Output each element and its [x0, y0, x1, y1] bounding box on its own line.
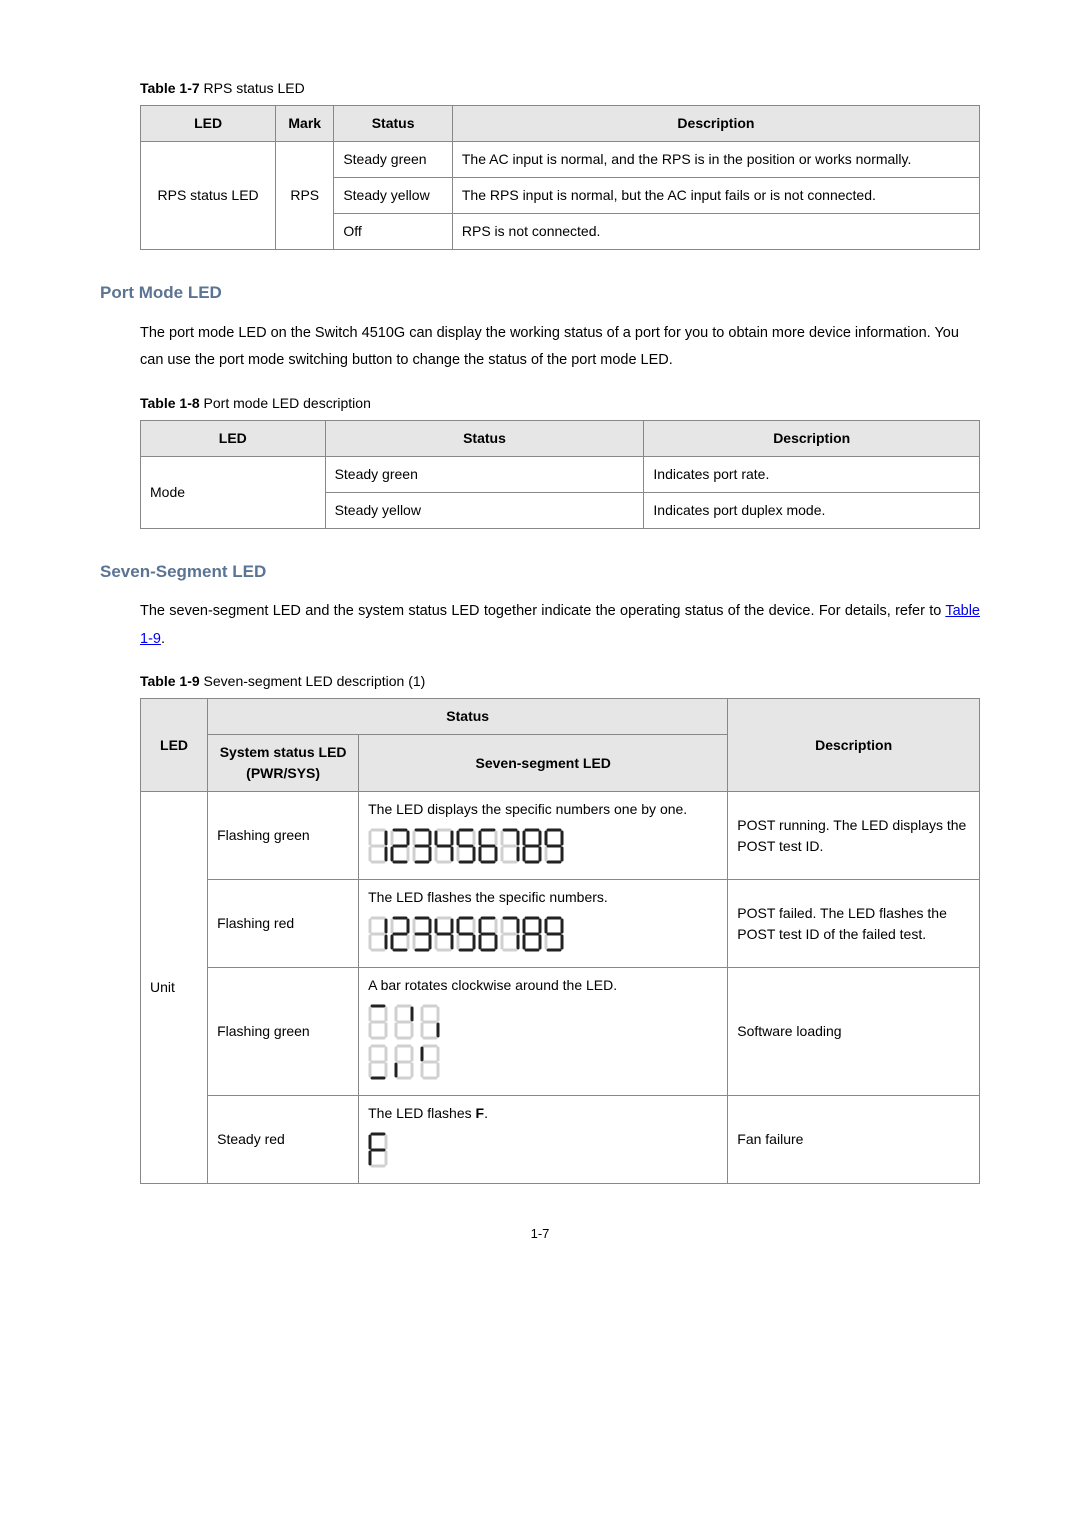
page-number: 1-7 [100, 1224, 980, 1244]
cell-status: Off [334, 214, 453, 250]
col-led: LED [141, 420, 326, 456]
caption-text: RPS status LED [200, 80, 305, 96]
table-row: Mode Steady green Indicates port rate. [141, 456, 980, 492]
table-caption: Table 1-9 Seven-segment LED description … [140, 671, 980, 692]
cell-desc: The RPS input is normal, but the AC inpu… [452, 178, 979, 214]
cell-desc: Fan failure [728, 1096, 980, 1184]
cell-status: Steady green [325, 456, 644, 492]
table-caption: Table 1-7 RPS status LED [140, 78, 980, 99]
seven-text: The LED displays the specific numbers on… [368, 799, 718, 820]
cell-seven: The LED flashes the specific numbers. [359, 880, 728, 968]
caption-bold: Table 1-8 [140, 395, 200, 411]
table-row: Flashing green A bar rotates clockwise a… [141, 968, 980, 1096]
cell-led: RPS status LED [141, 142, 276, 250]
cell-desc: RPS is not connected. [452, 214, 979, 250]
cell-led: Unit [141, 792, 208, 1184]
cell-desc: POST running. The LED displays the POST … [728, 792, 980, 880]
seven-text: A bar rotates clockwise around the LED. [368, 975, 718, 996]
port-mode-table: LED Status Description Mode Steady green… [140, 420, 980, 529]
cell-desc: Indicates port rate. [644, 456, 980, 492]
seven-text-a: The LED flashes [368, 1105, 475, 1121]
port-mode-heading: Port Mode LED [100, 280, 980, 306]
cell-desc: Indicates port duplex mode. [644, 492, 980, 528]
col-led: LED [141, 699, 208, 792]
seven-text-bold: F [476, 1105, 485, 1121]
svg-rotating-bar [368, 1004, 718, 1088]
col-mark: Mark [276, 106, 334, 142]
seven-text-b: . [484, 1105, 488, 1121]
cell-sys: Flashing green [208, 792, 359, 880]
rps-status-table: LED Mark Status Description RPS status L… [140, 105, 980, 250]
cell-desc: POST failed. The LED flashes the POST te… [728, 880, 980, 968]
cell-status: Steady green [334, 142, 453, 178]
cell-sys: Steady red [208, 1096, 359, 1184]
cell-mark: RPS [276, 142, 334, 250]
caption-text: Port mode LED description [200, 395, 371, 411]
seven-segment-paragraph: The seven-segment LED and the system sta… [140, 598, 980, 653]
port-mode-paragraph: The port mode LED on the Switch 4510G ca… [140, 320, 980, 375]
col-status: Status [208, 699, 728, 735]
cell-seven: The LED flashes F. [359, 1096, 728, 1184]
table-row: RPS status LED RPS Steady green The AC i… [141, 142, 980, 178]
cell-seven: The LED displays the specific numbers on… [359, 792, 728, 880]
table-row: Flashing red The LED flashes the specifi… [141, 880, 980, 968]
caption-text: Seven-segment LED description (1) [200, 673, 426, 689]
cell-seven: A bar rotates clockwise around the LED. [359, 968, 728, 1096]
table-row: Unit Flashing green The LED displays the… [141, 792, 980, 880]
cell-status: Steady yellow [325, 492, 644, 528]
table-row: Steady red The LED flashes F. Fan failur… [141, 1096, 980, 1184]
cell-desc: Software loading [728, 968, 980, 1096]
col-status: Status [334, 106, 453, 142]
col-desc: Description [452, 106, 979, 142]
col-status: Status [325, 420, 644, 456]
seven-segment-heading: Seven-Segment LED [100, 559, 980, 585]
cell-led: Mode [141, 456, 326, 528]
col-desc: Description [728, 699, 980, 792]
seven-segment-table: LED Status Description System status LED… [140, 698, 980, 1184]
cell-status: Steady yellow [334, 178, 453, 214]
svg-letter-f [368, 1132, 718, 1176]
table-header-row: LED Status Description [141, 420, 980, 456]
para-prefix: The seven-segment LED and the system sta… [140, 603, 945, 619]
col-seven-seg: Seven-segment LED [359, 735, 728, 792]
para-suffix: . [161, 631, 165, 647]
seven-text: The LED flashes the specific numbers. [368, 887, 718, 908]
cell-sys: Flashing red [208, 880, 359, 968]
seven-text: The LED flashes F. [368, 1103, 718, 1124]
col-desc: Description [644, 420, 980, 456]
cell-sys: Flashing green [208, 968, 359, 1096]
col-led: LED [141, 106, 276, 142]
caption-bold: Table 1-9 [140, 673, 200, 689]
table-header-row: LED Status Description [141, 699, 980, 735]
table-caption: Table 1-8 Port mode LED description [140, 393, 980, 414]
cell-desc: The AC input is normal, and the RPS is i… [452, 142, 979, 178]
col-sys-status: System status LED (PWR/SYS) [208, 735, 359, 792]
table-header-row: LED Mark Status Description [141, 106, 980, 142]
caption-bold: Table 1-7 [140, 80, 200, 96]
